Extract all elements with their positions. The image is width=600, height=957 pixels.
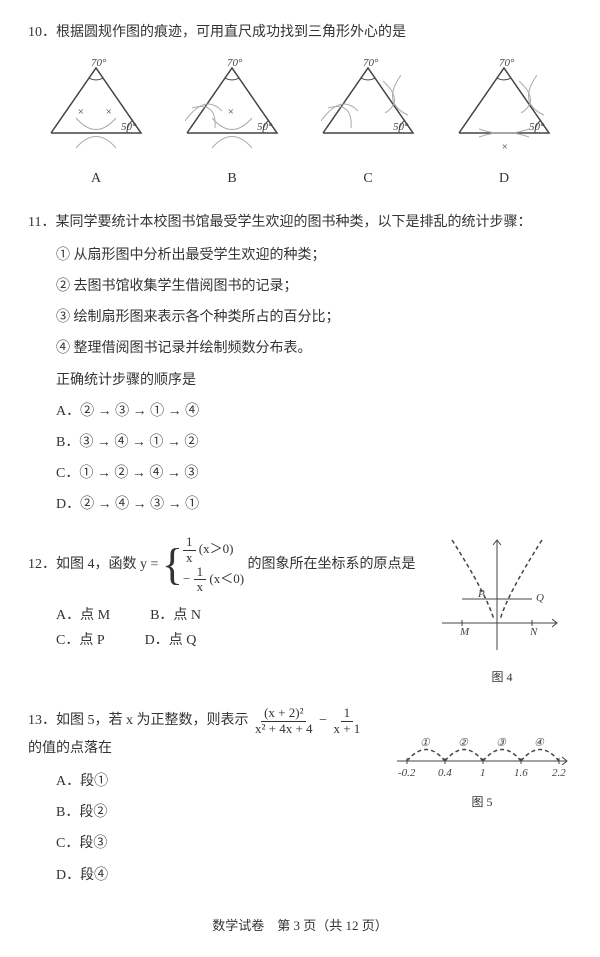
q13-frac2: 1x + 1 <box>330 706 363 736</box>
q11-step2: ② 去图书馆收集学生借阅图书的记录； <box>56 274 572 299</box>
svg-text:④: ④ <box>534 737 545 749</box>
svg-text:70°: 70° <box>91 57 107 69</box>
q11-step1: ① 从扇形图中分析出最受学生欢迎的种类； <box>56 243 572 268</box>
svg-text:1: 1 <box>480 767 486 779</box>
svg-text:50°: 50° <box>121 121 137 133</box>
triangle-a: 70° 50° × × A <box>41 53 151 191</box>
question-12: 12．如图 4，函数 y = { 1x (x＞0) − 1x (x＜0) 的图象… <box>28 535 572 688</box>
q10-text: 根据圆规作图的痕迹，可用直尺成功找到三角形外心的是 <box>56 25 406 40</box>
triangle-d-svg: 70° 50° × <box>449 53 559 153</box>
triangle-b-svg: 70° 50° × <box>177 53 287 153</box>
q13-opt-c: C．段③ <box>56 831 380 856</box>
q12-text-b: 的图象所在坐标系的原点是 <box>248 557 416 572</box>
q13-opt-a: A．段① <box>56 769 380 794</box>
q13-stem: 13．如图 5，若 x 为正整数，则表示 (x + 2)²x² + 4x + 4… <box>28 706 380 761</box>
q13-text-b: 的值的点落在 <box>28 741 112 756</box>
q11-text: 某同学要统计本校图书馆最受学生欢迎的图书种类，以下是排乱的统计步骤： <box>55 215 531 230</box>
q11-opt-a: A．② → ③ → ① → ④ <box>56 399 572 424</box>
q11-num: 11． <box>28 215 55 230</box>
figure-5-svg: -0.2 0.4 1 1.6 2.2 ① ② ③ ④ <box>392 726 572 781</box>
q13-num: 13． <box>28 713 56 728</box>
svg-text:③: ③ <box>496 737 507 749</box>
figure-4-svg: P Q M N <box>432 535 562 655</box>
q13-opt-b: B．段② <box>56 800 380 825</box>
piecewise-function: { 1x (x＞0) − 1x (x＜0) <box>162 535 244 594</box>
q10-stem: 10．根据圆规作图的痕迹，可用直尺成功找到三角形外心的是 <box>28 20 572 45</box>
figure-4-caption: 图 4 <box>432 667 572 689</box>
label-d: D <box>449 166 559 191</box>
q11-step3: ③ 绘制扇形图来表示各个种类所占的百分比； <box>56 305 572 330</box>
svg-text:0.4: 0.4 <box>438 767 452 779</box>
page-footer: 数学试卷 第 3 页（共 12 页） <box>28 914 572 937</box>
svg-text:-0.2: -0.2 <box>398 767 416 779</box>
q13-opt-d: D．段④ <box>56 863 380 888</box>
triangle-c-svg: 70° 50° <box>313 53 423 153</box>
question-11: 11．某同学要统计本校图书馆最受学生欢迎的图书种类，以下是排乱的统计步骤： ① … <box>28 210 572 518</box>
svg-text:70°: 70° <box>499 57 515 69</box>
question-13: 13．如图 5，若 x 为正整数，则表示 (x + 2)²x² + 4x + 4… <box>28 706 572 894</box>
svg-text:①: ① <box>420 737 431 749</box>
q10-figures: 70° 50° ×× A 70° 50° <box>28 53 572 191</box>
question-10: 10．根据圆规作图的痕迹，可用直尺成功找到三角形外心的是 70° 50° × × … <box>28 20 572 192</box>
svg-text:2.2: 2.2 <box>552 767 566 779</box>
figure-4: P Q M N 图 4 <box>432 535 572 688</box>
q13-frac1: (x + 2)²x² + 4x + 4 <box>252 706 316 736</box>
svg-text:N: N <box>529 626 538 638</box>
q12-opt-b: B．点 N <box>150 603 201 628</box>
svg-text:×: × <box>227 106 234 118</box>
triangle-b: 70° 50° × B <box>177 53 287 191</box>
triangle-c: 70° 50° C <box>313 53 423 191</box>
svg-text:×: × <box>501 141 508 153</box>
figure-5: -0.2 0.4 1 1.6 2.2 ① ② ③ ④ 图 5 <box>392 726 572 814</box>
svg-text:50°: 50° <box>257 121 273 133</box>
q11-stem: 11．某同学要统计本校图书馆最受学生欢迎的图书种类，以下是排乱的统计步骤： <box>28 210 572 235</box>
triangle-a-svg: 70° 50° × × <box>41 53 151 153</box>
triangle-d: 70° 50° × D <box>449 53 559 191</box>
label-c: C <box>313 166 423 191</box>
svg-text:×: × <box>105 106 112 118</box>
svg-text:70°: 70° <box>363 57 379 69</box>
svg-text:P: P <box>477 588 485 600</box>
q12-text-a: 如图 4，函数 y = <box>56 557 158 572</box>
q11-prompt: 正确统计步骤的顺序是 <box>56 368 572 393</box>
svg-text:②: ② <box>458 737 469 749</box>
svg-text:Q: Q <box>536 592 544 604</box>
svg-text:1.6: 1.6 <box>514 767 528 779</box>
svg-text:M: M <box>459 626 470 638</box>
q12-opt-c: C．点 P <box>56 628 105 653</box>
q11-opt-d: D．② → ④ → ③ → ① <box>56 492 572 517</box>
q12-stem: 12．如图 4，函数 y = { 1x (x＞0) − 1x (x＜0) 的图象… <box>28 535 420 594</box>
q12-opt-a: A．点 M <box>56 603 110 628</box>
q11-opt-b: B．③ → ④ → ① → ② <box>56 430 572 455</box>
q10-num: 10． <box>28 25 56 40</box>
label-b: B <box>177 166 287 191</box>
q12-opt-d: D．点 Q <box>145 628 197 653</box>
svg-text:70°: 70° <box>227 57 243 69</box>
svg-text:50°: 50° <box>529 121 545 133</box>
q13-text-a: 如图 5，若 x 为正整数，则表示 <box>56 713 249 728</box>
figure-5-caption: 图 5 <box>392 792 572 814</box>
label-a: A <box>41 166 151 191</box>
q12-num: 12． <box>28 557 56 572</box>
q11-opt-c: C．① → ② → ④ → ③ <box>56 461 572 486</box>
svg-text:50°: 50° <box>393 121 409 133</box>
svg-text:×: × <box>77 106 84 118</box>
q11-step4: ④ 整理借阅图书记录并绘制频数分布表。 <box>56 336 572 361</box>
